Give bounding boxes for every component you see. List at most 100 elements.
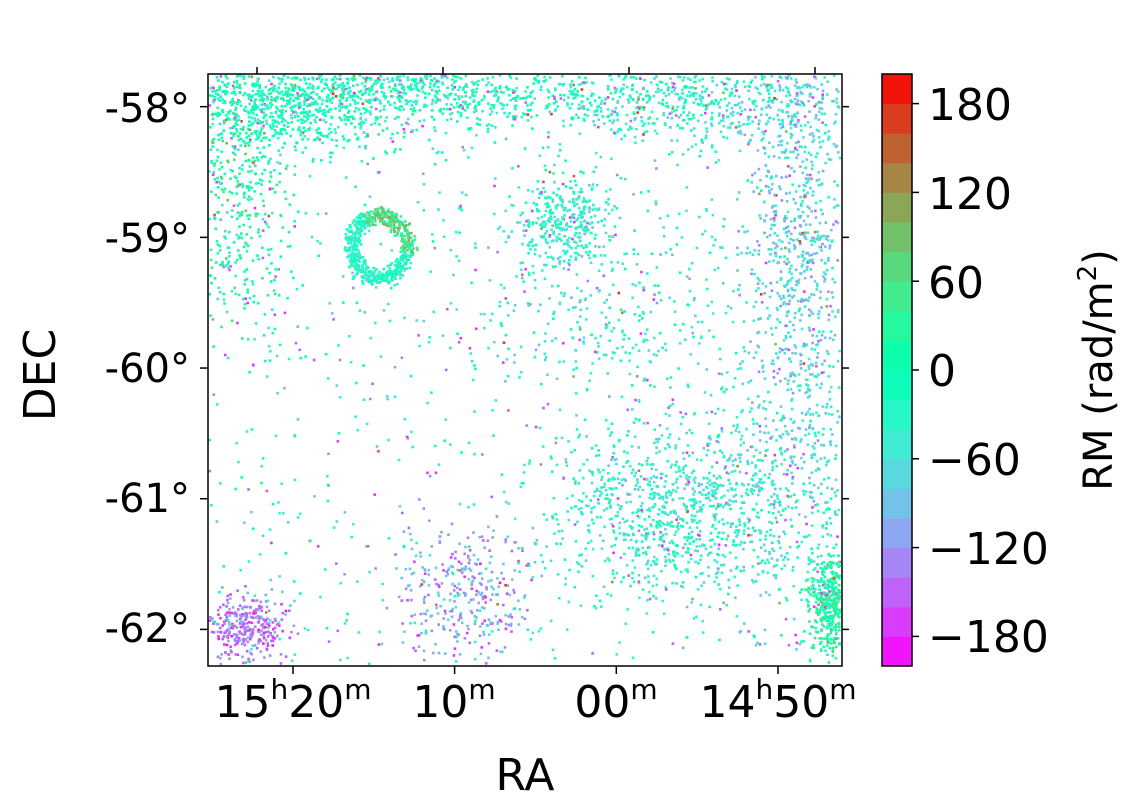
rm-pixel xyxy=(661,346,664,350)
rm-pixel xyxy=(378,78,382,82)
rm-pixel xyxy=(423,572,427,575)
rm-pixel xyxy=(476,608,479,612)
rm-pixel xyxy=(692,116,695,120)
rm-pixel xyxy=(243,191,246,195)
rm-pixel xyxy=(237,74,240,77)
rm-pixel xyxy=(488,561,492,565)
rm-pixel xyxy=(801,160,805,164)
rm-pixel xyxy=(713,268,717,272)
rm-pixel xyxy=(731,121,734,125)
rm-pixel xyxy=(740,495,743,498)
rm-pixel xyxy=(809,496,812,499)
rm-pixel xyxy=(710,235,714,239)
rm-pixel xyxy=(226,262,230,266)
rm-pixel xyxy=(246,93,250,97)
rm-pixel xyxy=(753,99,757,103)
rm-pixel xyxy=(441,83,445,86)
rm-pixel xyxy=(561,205,564,209)
rm-pixel xyxy=(241,620,245,624)
rm-pixel xyxy=(655,266,659,269)
rm-pixel xyxy=(266,104,269,107)
rm-pixel xyxy=(544,209,548,213)
rm-pixel xyxy=(695,538,698,541)
rm-pixel xyxy=(605,201,608,204)
rm-pixel xyxy=(678,342,682,345)
rm-pixel xyxy=(577,116,580,119)
rm-pixel xyxy=(268,138,271,142)
rm-pixel xyxy=(804,434,807,437)
rm-pixel xyxy=(780,436,783,439)
rm-pixel xyxy=(790,264,793,268)
rm-pixel xyxy=(261,99,264,103)
rm-pixel xyxy=(706,103,710,107)
rm-pixel xyxy=(696,510,699,514)
rm-pixel xyxy=(643,534,647,538)
rm-pixel xyxy=(807,556,811,560)
rm-pixel xyxy=(539,303,542,307)
rm-pixel xyxy=(631,296,634,300)
rm-pixel xyxy=(802,452,805,456)
rm-pixel xyxy=(803,150,807,154)
rm-pixel xyxy=(262,111,265,115)
rm-pixel xyxy=(439,604,442,608)
rm-pixel xyxy=(234,93,237,96)
rm-pixel xyxy=(707,422,711,425)
rm-pixel xyxy=(751,173,754,177)
rm-pixel xyxy=(700,113,703,117)
rm-pixel xyxy=(224,74,228,78)
rm-pixel xyxy=(396,107,400,110)
rm-pixel xyxy=(464,74,468,78)
rm-pixel xyxy=(591,362,594,365)
rm-pixel xyxy=(833,180,836,183)
rm-pixel xyxy=(743,524,747,528)
rm-pixel xyxy=(775,439,778,442)
rm-pixel xyxy=(705,476,709,480)
rm-pixel xyxy=(562,360,566,363)
rm-pixel xyxy=(739,438,743,441)
rm-pixel xyxy=(319,131,322,135)
rm-pixel xyxy=(653,491,657,495)
rm-pixel xyxy=(826,532,829,536)
rm-pixel xyxy=(557,82,561,86)
rm-pixel xyxy=(752,190,756,193)
rm-pixel xyxy=(800,202,803,206)
rm-pixel xyxy=(580,82,583,86)
rm-pixel xyxy=(453,647,457,650)
rm-pixel xyxy=(657,90,660,93)
rm-pixel xyxy=(797,255,800,259)
rm-pixel xyxy=(409,87,412,91)
rm-pixel xyxy=(583,219,586,223)
rm-pixel xyxy=(430,545,433,548)
rm-pixel xyxy=(804,298,808,301)
rm-pixel xyxy=(778,134,782,138)
rm-pixel xyxy=(299,130,303,134)
rm-pixel xyxy=(513,517,517,521)
rm-pixel xyxy=(751,579,754,582)
rm-pixel xyxy=(520,615,524,619)
rm-pixel xyxy=(410,598,413,602)
rm-pixel xyxy=(686,77,690,80)
rm-pixel xyxy=(323,87,326,91)
rm-pixel xyxy=(370,105,373,109)
rm-pixel xyxy=(229,131,233,135)
rm-pixel xyxy=(544,78,548,82)
rm-pixel xyxy=(799,363,802,366)
rm-pixel xyxy=(611,97,615,101)
rm-pixel xyxy=(641,317,644,320)
rm-pixel xyxy=(447,567,451,570)
rm-pixel xyxy=(781,125,785,129)
rm-pixel xyxy=(552,317,555,320)
rm-pixel xyxy=(813,75,816,78)
rm-pixel xyxy=(636,111,639,114)
rm-pixel xyxy=(421,566,424,569)
rm-pixel xyxy=(250,652,253,656)
rm-pixel xyxy=(512,588,515,592)
rm-pixel xyxy=(261,154,265,158)
rm-pixel xyxy=(625,564,629,567)
rm-pixel xyxy=(834,478,838,482)
rm-pixel xyxy=(810,275,813,278)
rm-pixel xyxy=(582,336,586,340)
rm-pixel xyxy=(572,375,575,378)
rm-pixel xyxy=(242,77,246,81)
rm-pixel xyxy=(585,504,588,507)
